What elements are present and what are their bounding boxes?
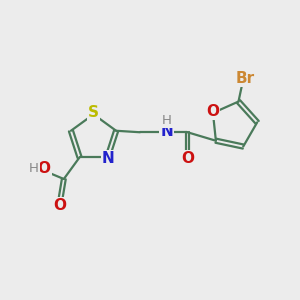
Text: N: N (102, 151, 115, 166)
Text: Br: Br (236, 71, 255, 86)
Text: N: N (160, 124, 173, 139)
Text: S: S (88, 105, 99, 120)
Text: O: O (206, 104, 219, 119)
Text: H: H (29, 162, 39, 176)
Text: H: H (162, 115, 172, 128)
Text: O: O (53, 198, 66, 213)
Text: O: O (38, 161, 51, 176)
Text: O: O (182, 151, 195, 166)
